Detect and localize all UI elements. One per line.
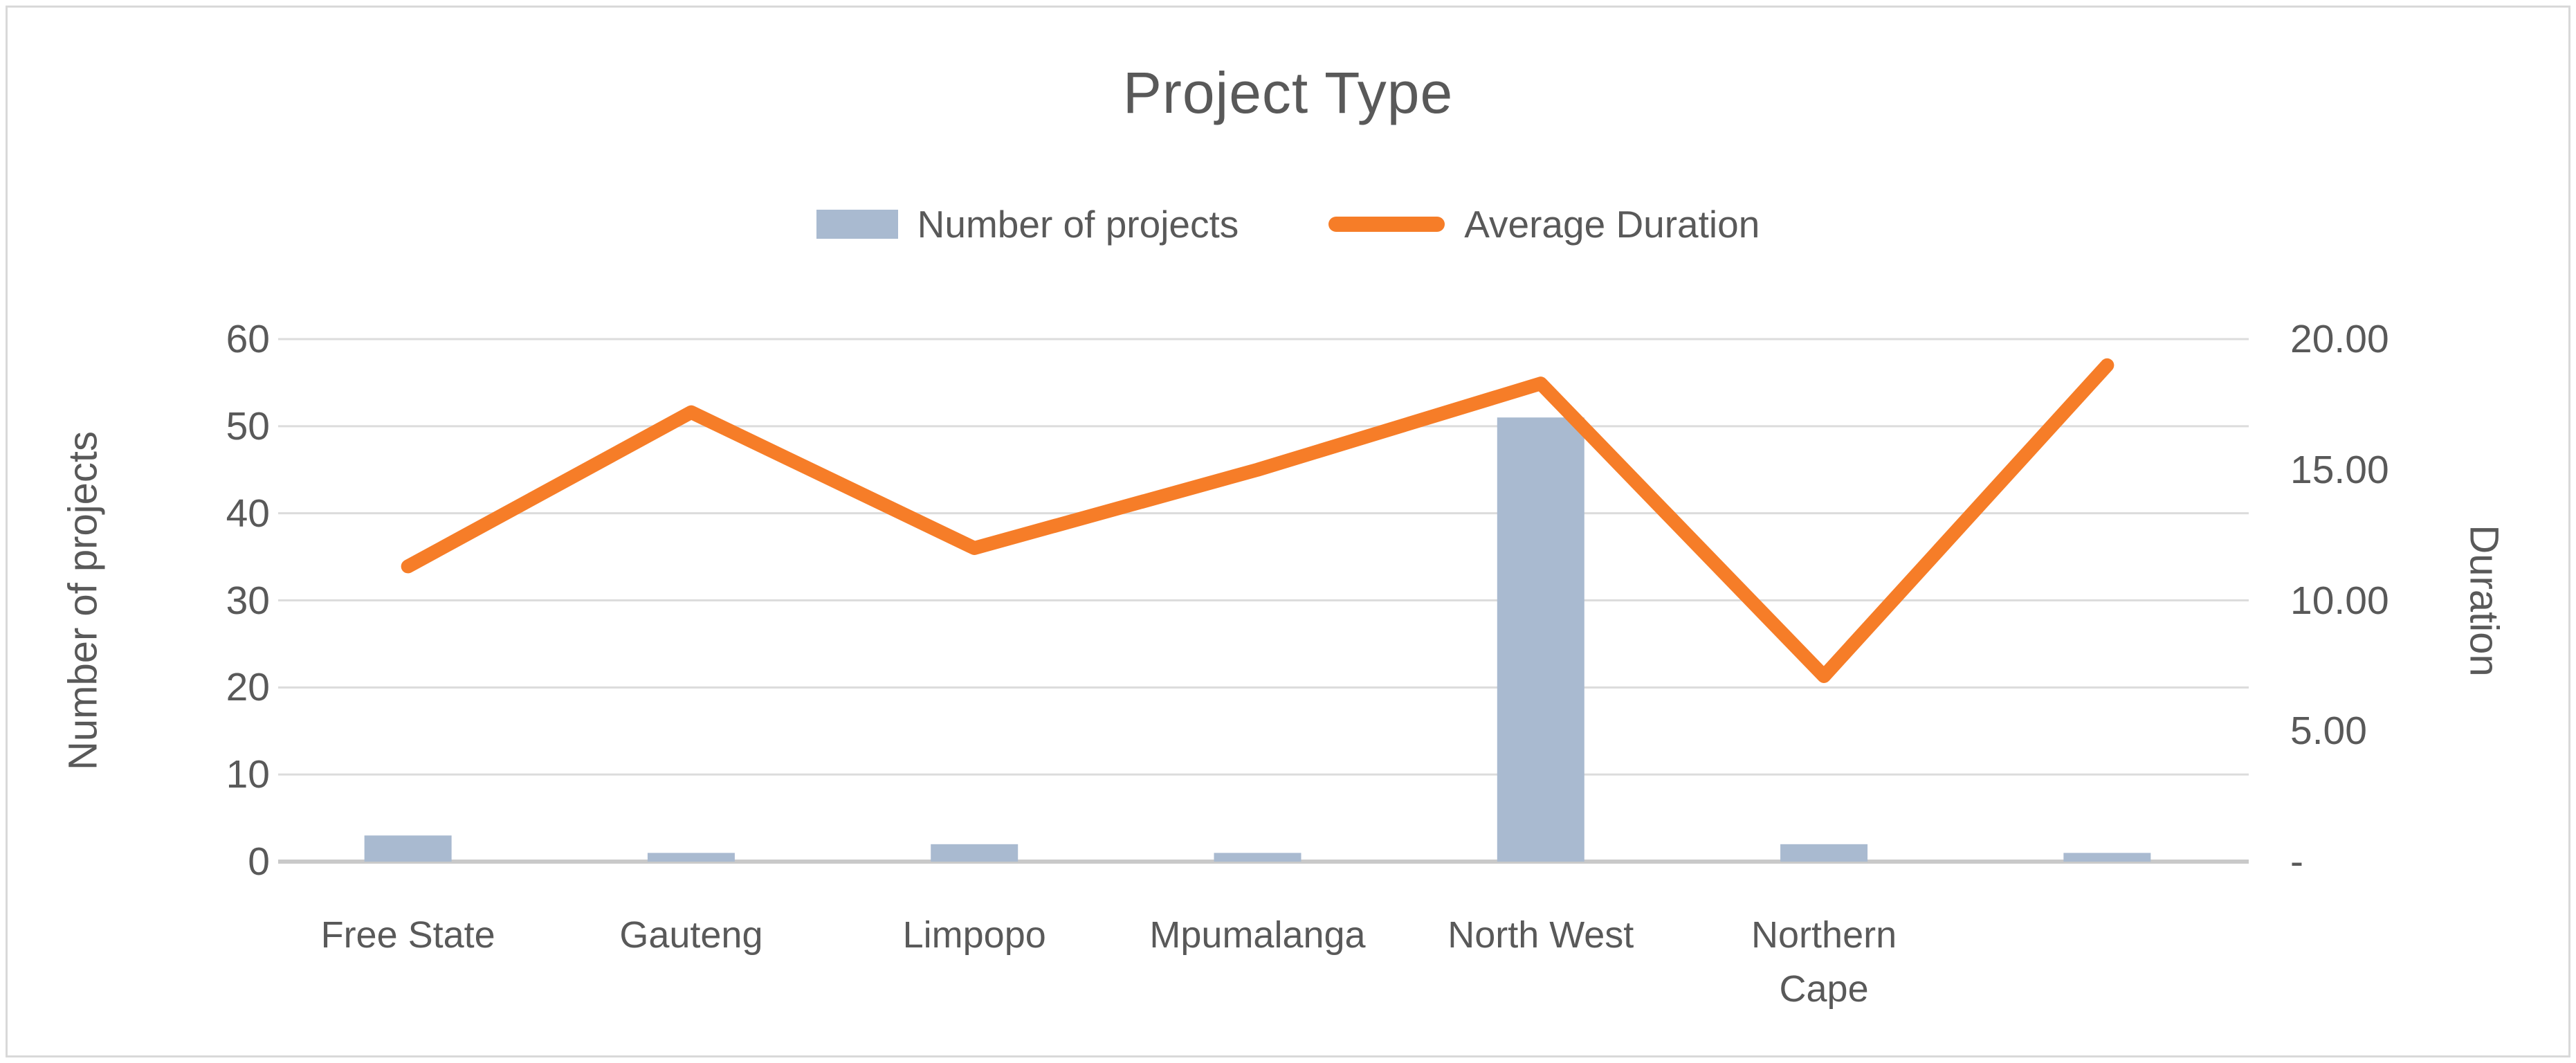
- chart-border-frame: [6, 6, 2570, 1057]
- line-series-swatch-icon: [1328, 217, 1445, 232]
- right-axis-tick: 15.00: [2290, 447, 2389, 492]
- left-axis-tick: 40: [226, 491, 270, 536]
- legend-item-average-duration: Average Duration: [1328, 202, 1760, 246]
- left-axis-tick: 0: [248, 839, 270, 884]
- left-axis-tick: 30: [226, 578, 270, 623]
- left-axis-tick: 50: [226, 403, 270, 448]
- right-axis-tick: 20.00: [2290, 317, 2389, 361]
- right-axis-tick: -: [2290, 839, 2303, 884]
- left-axis-tick: 10: [226, 752, 270, 797]
- category-label: Mpumalanga: [1149, 914, 1366, 956]
- legend-label-line: Average Duration: [1464, 203, 1760, 246]
- right-axis-tick: 10.00: [2290, 578, 2389, 623]
- right-axis-title: Duration: [2461, 525, 2507, 677]
- category-label: Northern Cape: [1751, 914, 1897, 1010]
- left-axis-tick: 20: [226, 665, 270, 710]
- legend-item-number-of-projects: Number of projects: [816, 202, 1239, 246]
- category-label: North West: [1447, 914, 1634, 956]
- bar: [2063, 853, 2151, 862]
- bar-series-swatch-icon: [816, 210, 898, 239]
- right-axis-tick: 5.00: [2290, 709, 2367, 754]
- left-axis-tick: 60: [226, 317, 270, 361]
- category-label: Free State: [320, 914, 495, 956]
- bar: [1214, 853, 1301, 862]
- bar: [1780, 844, 1868, 862]
- legend: Number of projects Average Duration: [0, 202, 2576, 246]
- bar: [364, 835, 452, 862]
- category-label: Limpopo: [902, 914, 1046, 956]
- chart-title: Project Type: [1122, 60, 1454, 125]
- category-label: Gauteng: [619, 914, 763, 956]
- bar: [1497, 417, 1584, 862]
- bar: [931, 844, 1018, 862]
- bar: [647, 853, 735, 862]
- average-duration-line: [401, 358, 2114, 683]
- legend-label-bar: Number of projects: [917, 203, 1239, 246]
